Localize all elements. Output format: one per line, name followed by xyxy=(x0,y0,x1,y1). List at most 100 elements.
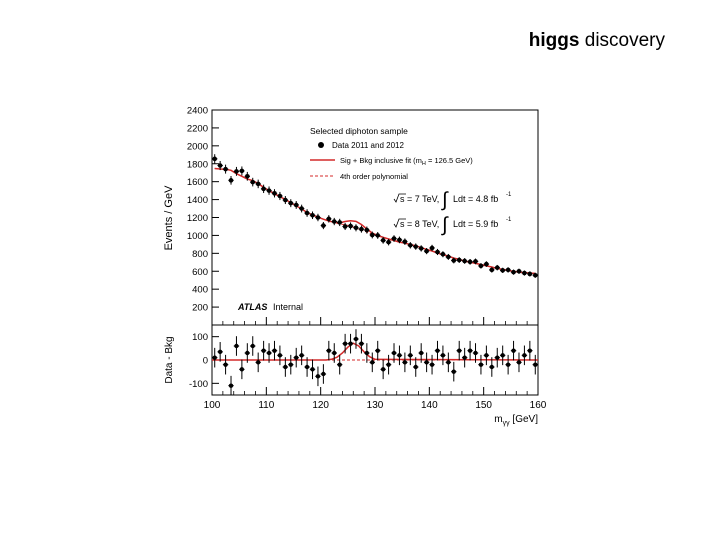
residual-data-point xyxy=(445,352,452,373)
luminosity-8tev: s = 8 TeV, ∫ Ldt = 5.9 fb -1 xyxy=(393,214,512,236)
slide-title: higgs discovery xyxy=(529,30,665,52)
main-data-point xyxy=(266,186,272,195)
main-y-tick-label: 1200 xyxy=(187,213,208,224)
main-data-point xyxy=(527,271,533,277)
residual-data-point xyxy=(505,354,511,375)
residual-data-point xyxy=(494,347,500,368)
main-data-marker xyxy=(456,257,462,263)
residual-data-marker xyxy=(533,362,538,367)
residual-data-point xyxy=(228,375,234,396)
main-data-marker xyxy=(261,186,266,192)
main-data-marker xyxy=(223,166,228,172)
main-data-marker xyxy=(304,210,310,216)
legend-poly-label: 4th order polynomial xyxy=(340,172,408,181)
luminosity-7tev: s = 7 TeV, ∫ Ldt = 4.8 fb -1 xyxy=(393,189,512,211)
main-data-point xyxy=(440,251,446,258)
residual-data-marker xyxy=(413,364,418,370)
main-data-point xyxy=(331,217,337,226)
main-data-marker xyxy=(505,267,511,273)
main-data-point xyxy=(532,272,538,278)
residual-data-point xyxy=(369,352,375,373)
main-data-point xyxy=(369,231,375,239)
residual-data-marker xyxy=(511,348,516,353)
main-data-point xyxy=(228,176,234,185)
main-data-marker xyxy=(315,215,321,220)
x-tick-label: 140 xyxy=(421,400,438,411)
residual-data-point xyxy=(353,329,359,349)
residual-data-point xyxy=(489,357,495,377)
main-data-marker xyxy=(288,200,294,206)
residual-data-point xyxy=(255,352,261,373)
residual-data-point xyxy=(467,340,473,361)
main-y-tick-label: 2400 xyxy=(187,106,208,117)
main-data-point xyxy=(277,191,283,201)
main-data-point xyxy=(516,268,522,274)
residual-data-point xyxy=(499,345,506,366)
main-data-point xyxy=(385,238,392,246)
main-y-tick-label: 1000 xyxy=(187,231,208,242)
main-data-point xyxy=(391,235,397,242)
main-data-point xyxy=(456,257,462,263)
residual-data-point xyxy=(527,340,533,361)
main-data-marker xyxy=(435,249,440,255)
main-data-point xyxy=(255,179,261,189)
residual-data-point xyxy=(434,340,441,361)
residual-data-point xyxy=(391,343,397,363)
residual-data-marker xyxy=(261,348,266,353)
main-data-point xyxy=(271,189,278,198)
lumi-8-sup: -1 xyxy=(506,217,512,223)
main-data-point xyxy=(483,261,490,267)
main-data-marker xyxy=(348,223,353,229)
main-data-point xyxy=(250,177,256,187)
main-data-point xyxy=(510,269,517,275)
x-tick-label: 120 xyxy=(312,400,329,411)
lumi-8-integral: Ldt = 5.9 fb xyxy=(453,219,498,229)
main-data-marker xyxy=(494,265,500,270)
main-data-marker xyxy=(527,271,533,277)
residual-data-marker xyxy=(299,353,304,358)
main-data-point xyxy=(288,199,294,208)
residual-data-marker xyxy=(370,360,375,365)
residual-data-point xyxy=(217,342,223,362)
residual-data-marker xyxy=(359,341,364,346)
residual-data-point xyxy=(309,359,316,380)
residual-data-point xyxy=(478,354,484,375)
main-data-marker xyxy=(462,258,467,264)
higgs-diphoton-mass-plot: 2004006008001000120014001600180020002200… xyxy=(150,100,550,430)
residual-data-point xyxy=(407,345,414,366)
main-data-point xyxy=(260,184,267,194)
residual-data-point xyxy=(472,343,479,363)
residual-data-point xyxy=(244,343,251,363)
main-data-marker xyxy=(386,239,391,245)
main-data-marker xyxy=(310,212,315,218)
residual-data-marker xyxy=(386,362,391,367)
main-data-marker xyxy=(380,238,386,243)
residual-data-marker xyxy=(337,362,342,367)
main-data-marker xyxy=(516,268,522,274)
residual-data-marker xyxy=(391,350,397,356)
residual-data-point xyxy=(461,347,468,368)
lumi-7-energy: s = 7 TeV, xyxy=(400,194,439,204)
internal-label: Internal xyxy=(273,302,303,312)
residual-data-marker xyxy=(321,371,326,377)
main-data-marker xyxy=(364,227,370,233)
main-data-point xyxy=(380,237,386,244)
main-data-point xyxy=(217,161,223,171)
residual-data-point xyxy=(347,333,354,354)
residual-data-marker xyxy=(348,341,353,346)
main-data-point xyxy=(461,258,468,264)
main-data-point xyxy=(342,222,348,231)
main-y-tick-label: 1800 xyxy=(187,159,208,170)
main-data-point xyxy=(375,232,381,239)
main-data-marker xyxy=(408,242,413,248)
residual-data-point xyxy=(336,354,343,375)
main-data-point xyxy=(326,215,332,223)
residual-y-axis-label: Data - Bkg xyxy=(164,336,175,383)
residual-data-point xyxy=(402,352,408,373)
residual-data-marker xyxy=(489,364,495,370)
main-data-marker xyxy=(413,244,419,249)
residual-data-marker xyxy=(500,353,505,358)
residual-data-point xyxy=(532,354,538,375)
residual-data-marker xyxy=(266,350,272,356)
main-data-marker xyxy=(429,245,435,251)
